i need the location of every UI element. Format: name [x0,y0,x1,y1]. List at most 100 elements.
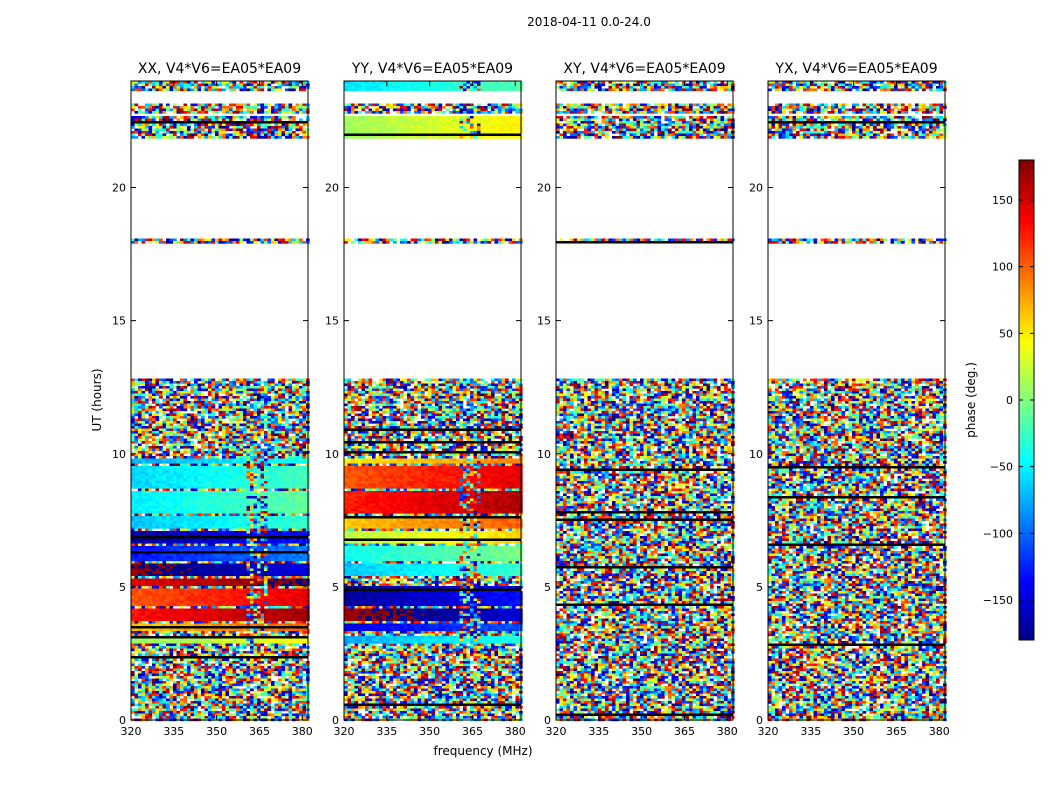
colorbar-segment [1019,572,1034,577]
colorbar-segment [1019,252,1034,257]
y-tick-label: 5 [119,581,126,594]
colorbar-segment [1019,576,1034,581]
colorbar-segment [1019,244,1034,249]
colorbar-segment [1019,348,1034,353]
colorbar-segment [1019,464,1034,469]
colorbar-segment [1019,220,1034,225]
x-tick-label: 350 [631,725,652,738]
colorbar-segment [1019,632,1034,637]
colorbar-label: phase (deg.) [964,362,978,438]
colorbar-segment [1019,260,1034,265]
colorbar-tick-label: −50 [990,461,1013,474]
colorbar-segment [1019,508,1034,513]
x-tick-label: 350 [419,725,440,738]
y-tick-label: 20 [325,182,339,195]
colorbar-tick-label: 100 [992,261,1013,274]
colorbar-tick-label: 150 [992,194,1013,207]
colorbar-segment [1019,492,1034,497]
colorbar-segment [1019,192,1034,197]
colorbar-segment [1019,544,1034,549]
colorbar-segment [1019,372,1034,377]
colorbar-segment [1019,264,1034,269]
x-axis-label: frequency (MHz) [433,744,532,758]
colorbar-segment [1019,528,1034,533]
colorbar-segment [1019,524,1034,529]
colorbar-segment [1019,320,1034,325]
colorbar-segment [1019,480,1034,485]
colorbar-segment [1019,588,1034,593]
y-tick-label: 20 [749,182,763,195]
heatmap-3 [556,81,735,722]
colorbar-segment [1019,300,1034,305]
colorbar-segment [1019,396,1034,401]
colorbar-segment [1019,532,1034,537]
plot-frame-2 [343,80,522,721]
y-tick-label: 15 [112,315,126,328]
colorbar-segment [1019,516,1034,521]
colorbar-tick-label: −150 [983,594,1013,607]
colorbar-segment [1019,416,1034,421]
colorbar-segment [1019,484,1034,489]
panel-3: XY, V4*V6=EA05*EA09 0 5 10 15 20 320 335 350 365 3… [537,61,738,738]
colorbar-segment [1019,176,1034,181]
y-tick-label: 20 [112,182,126,195]
x-tick-label: 335 [163,725,184,738]
plot-frame-1 [130,80,309,721]
colorbar-segment [1019,356,1034,361]
colorbar-segment [1019,608,1034,613]
colorbar-segment [1019,440,1034,445]
colorbar-segment [1019,328,1034,333]
colorbar-segment [1019,556,1034,561]
colorbar-segment [1019,428,1034,433]
colorbar-segment [1019,352,1034,357]
panels-group: XX, V4*V6=EA05*EA09 0 5 10 15 20 320 335 350 365 3… [112,61,950,738]
colorbar-segment [1019,460,1034,465]
colorbar-segment [1019,200,1034,205]
colorbar-segment [1019,496,1034,501]
y-tick-label: 0 [756,714,763,727]
colorbar-segment [1019,188,1034,193]
colorbar-segment [1019,456,1034,461]
colorbar-segment [1019,448,1034,453]
colorbar-segment [1019,504,1034,509]
y-tick-label: 20 [537,182,551,195]
colorbar-segment [1019,540,1034,545]
colorbar-segment [1019,584,1034,589]
y-tick-label: 0 [332,714,339,727]
y-tick-label: 15 [325,315,339,328]
colorbar-segment [1019,624,1034,629]
colorbar-segment [1019,324,1034,329]
y-tick-label: 5 [332,581,339,594]
colorbar-segment [1019,336,1034,341]
x-tick-label: 365 [674,725,695,738]
x-tick-label: 335 [800,725,821,738]
colorbar-segment [1019,552,1034,557]
colorbar-tick-label: −100 [983,527,1013,540]
colorbar-segment [1019,384,1034,389]
x-tick-label: 365 [462,725,483,738]
colorbar-segment [1019,224,1034,229]
colorbar-segment [1019,468,1034,473]
plot-frame-3 [555,80,734,721]
x-tick-label: 320 [758,725,779,738]
y-tick-label: 10 [112,448,126,461]
colorbar-tick-label: 50 [999,327,1013,340]
colorbar-segment [1019,592,1034,597]
x-tick-label: 350 [843,725,864,738]
y-axis-label: UT (hours) [90,368,104,431]
y-tick-label: 15 [537,315,551,328]
plot-frame-4 [767,80,946,721]
colorbar-segment [1019,596,1034,601]
colorbar-segment [1019,240,1034,245]
colorbar-segment [1019,452,1034,457]
colorbar-segment [1019,536,1034,541]
colorbar: −150 −100 −50 0 50 100 150 [983,159,1035,641]
panel-title-1: XX, V4*V6=EA05*EA09 [138,61,301,77]
x-tick-label: 380 [505,725,526,738]
x-tick-label: 320 [121,725,142,738]
colorbar-segment [1019,636,1034,641]
y-tick-label: 10 [537,448,551,461]
x-tick-label: 320 [334,725,355,738]
x-tick-label: 380 [292,725,313,738]
